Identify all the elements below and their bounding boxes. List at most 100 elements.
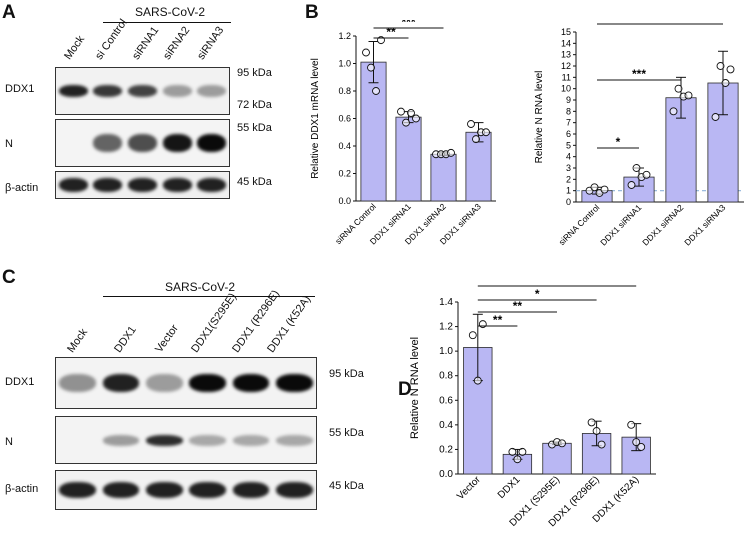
blot-band — [93, 178, 123, 192]
data-point — [397, 107, 405, 116]
data-point — [518, 447, 527, 456]
blot-band — [58, 178, 88, 192]
blot-band — [93, 134, 123, 152]
bar — [665, 97, 697, 203]
blot-band — [102, 482, 140, 498]
row-label-actin: β-actin — [5, 182, 39, 194]
y-tick-label: 1.2 — [338, 31, 351, 41]
bar — [395, 116, 422, 202]
data-point — [711, 113, 720, 121]
blot-band — [102, 374, 140, 392]
data-point — [412, 114, 420, 123]
data-point — [627, 420, 636, 429]
data-point — [447, 148, 455, 157]
row-label-actin: β-actin — [5, 483, 39, 495]
data-point — [684, 91, 693, 100]
panel-c-header: SARS-CoV-2 — [165, 280, 236, 294]
blot-band — [162, 134, 192, 152]
blot-band — [146, 374, 183, 392]
data-point — [472, 135, 480, 144]
blot-n — [55, 416, 317, 464]
data-point — [669, 107, 678, 116]
data-point — [592, 427, 601, 435]
y-tick-label: 11 — [562, 72, 571, 82]
y-tick-label: 0.6 — [439, 395, 453, 406]
data-point — [674, 84, 683, 93]
blot-band — [232, 434, 270, 446]
y-tick-label: 13 — [561, 50, 571, 60]
chart-d-n-rna: 0.0 0.2 0.4 0.6 0.8 1.0 1.2 1.4 Relative N RNA l… — [409, 284, 656, 529]
blot-n — [55, 119, 230, 167]
category-label: DDX1 siRNA2 — [640, 202, 685, 247]
data-point — [600, 185, 609, 194]
significance-label: *** — [401, 20, 415, 29]
data-point — [637, 443, 646, 451]
marker-label: 55 kDa — [237, 122, 272, 134]
panel-label-c: C — [2, 267, 16, 288]
blot-band — [189, 434, 226, 446]
blot-band — [197, 85, 227, 97]
blot-band — [146, 434, 183, 446]
marker-label: 95 kDa — [329, 368, 364, 380]
significance-label: *** — [653, 20, 667, 25]
row-label-ddx1: DDX1 — [5, 376, 35, 388]
data-point — [632, 438, 641, 447]
y-tick-label: 0.2 — [439, 444, 453, 455]
data-point — [726, 65, 735, 74]
y-tick-label: 7 — [566, 118, 571, 128]
marker-label: 55 kDa — [329, 427, 364, 439]
blot-band — [162, 178, 192, 192]
significance-label: ** — [513, 299, 523, 313]
blot-ddx1 — [55, 67, 230, 115]
marker-label: 95 kDa — [237, 67, 272, 79]
marker-label: 45 kDa — [237, 176, 272, 188]
blot-band — [102, 434, 140, 446]
y-tick-label: 3 — [566, 163, 571, 173]
marker-label: 45 kDa — [329, 480, 364, 492]
significance-label: * — [555, 284, 560, 287]
y-tick-label: 5 — [566, 140, 571, 150]
blot-band — [197, 134, 227, 152]
y-tick-label: 0.2 — [338, 169, 351, 179]
y-tick-label: 2 — [566, 174, 571, 184]
blot-band — [276, 482, 313, 498]
lane-label: Mock — [65, 326, 91, 355]
y-tick-label: 0.4 — [439, 420, 453, 431]
y-tick-label: 0.6 — [338, 114, 351, 124]
lane-label: si Control — [93, 17, 130, 63]
chart-b-ddx1-mrna: 0.0 0.2 0.4 0.6 0.8 1.0 1.2 Relative DDX1 mRNA … — [310, 20, 496, 246]
significance-label: *** — [632, 67, 646, 81]
bar — [465, 131, 492, 202]
data-point — [642, 170, 651, 179]
category-label: Vector — [455, 474, 483, 502]
blot-band — [127, 178, 158, 192]
data-point — [367, 63, 375, 72]
blot-band — [189, 482, 226, 498]
lane-label: siRNA1 — [130, 24, 162, 63]
panel-a-header: SARS-CoV-2 — [135, 5, 206, 19]
category-label: DDX1 siRNA1 — [598, 202, 643, 247]
data-point — [627, 181, 636, 189]
y-axis-title: Relative N RNA level — [534, 71, 545, 164]
lane-label: siRNA3 — [195, 24, 227, 63]
data-point — [721, 79, 730, 87]
data-point — [362, 48, 370, 57]
row-label-n: N — [5, 138, 13, 150]
blot-band — [232, 482, 270, 498]
blot-band — [59, 482, 96, 498]
lane-label: siRNA2 — [161, 24, 193, 63]
y-tick-label: 1 — [566, 186, 571, 196]
y-tick-label: 0.4 — [338, 141, 351, 151]
data-point — [482, 128, 490, 137]
panel-label-b: B — [305, 2, 319, 23]
panel-label-d: D — [398, 379, 412, 400]
bar — [430, 153, 457, 202]
y-tick-label: 15 — [561, 27, 571, 37]
significance-label: ** — [493, 313, 503, 327]
y-tick-label: 6 — [566, 129, 571, 139]
row-label-n: N — [5, 436, 13, 448]
y-tick-label: 12 — [561, 61, 571, 71]
lane-label: DDX1 — [112, 324, 139, 355]
y-axis-title: Relative N RNA level — [409, 337, 421, 439]
